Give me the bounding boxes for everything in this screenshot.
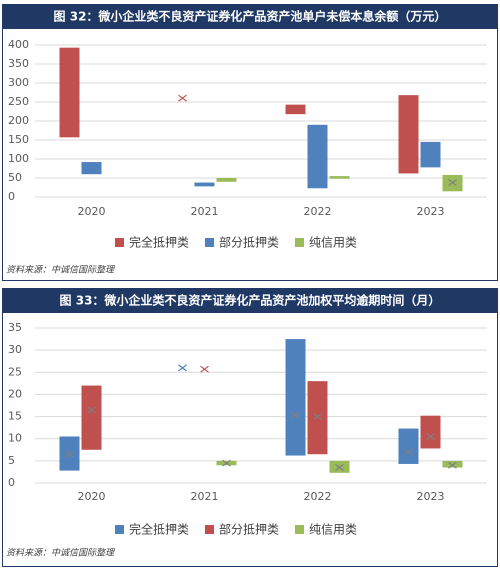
mean-stroke <box>335 464 344 471</box>
box <box>285 104 306 115</box>
y-tick-label: 350 <box>8 57 29 70</box>
x-tick-label: 2020 <box>78 490 106 503</box>
y-tick-label: 250 <box>8 95 29 108</box>
mean-stroke <box>222 459 231 467</box>
mean-marker <box>222 459 231 467</box>
y-tick-label: 0 <box>8 190 15 203</box>
legend-label: 纯信用类 <box>309 236 357 250</box>
y-tick-label: 10 <box>8 432 22 445</box>
y-tick-label: 300 <box>8 76 29 89</box>
legend-swatch <box>205 525 214 534</box>
mean-marker <box>291 411 300 419</box>
x-tick-label: 2021 <box>191 205 219 218</box>
mean-marker <box>335 464 344 471</box>
box <box>398 428 419 464</box>
mean-marker <box>448 179 457 187</box>
y-tick-label: 0 <box>8 476 15 489</box>
y-tick-label: 100 <box>8 152 29 165</box>
title-bar <box>3 289 497 313</box>
mean-stroke <box>65 450 74 458</box>
mean-marker <box>200 365 209 373</box>
chart-title: 图 32：微小企业类不良资产证券化产品资产池单户未偿本息余额（万元） <box>54 9 447 24</box>
mean-stroke <box>313 413 322 421</box>
mean-marker <box>65 450 74 458</box>
chart-title: 图 33：微小企业类不良资产证券化产品资产池加权平均逾期时间（月） <box>60 293 441 308</box>
legend-label: 部分抵押类 <box>219 235 279 250</box>
source-note: 资料来源：中诚信国际整理 <box>6 548 116 559</box>
mean-marker <box>178 364 187 372</box>
box <box>398 95 419 174</box>
legend-label: 部分抵押类 <box>219 522 279 537</box>
x-tick-label: 2021 <box>191 490 219 503</box>
panel-border <box>2 4 498 281</box>
mean-stroke <box>291 411 300 419</box>
mean-stroke <box>426 433 435 440</box>
source-note: 资料来源：中诚信国际整理 <box>6 265 116 276</box>
x-tick-label: 2022 <box>304 490 332 503</box>
y-tick-label: 25 <box>8 365 22 378</box>
mean-stroke <box>87 406 96 414</box>
box <box>329 176 350 179</box>
y-tick-label: 50 <box>8 171 22 184</box>
x-tick-label: 2022 <box>304 205 332 218</box>
y-tick-label: 200 <box>8 114 29 127</box>
legend-label: 完全抵押类 <box>129 522 189 537</box>
mean-marker <box>313 413 322 421</box>
box <box>194 182 215 187</box>
mean-marker <box>404 448 413 456</box>
panel-border <box>2 288 498 567</box>
legend-swatch <box>115 238 124 247</box>
box <box>285 339 306 456</box>
box <box>420 415 441 449</box>
x-tick-label: 2020 <box>78 205 106 218</box>
mean-stroke <box>200 365 209 373</box>
y-tick-label: 30 <box>8 343 22 356</box>
box <box>59 47 80 138</box>
mean-stroke <box>448 461 457 469</box>
box <box>81 385 102 450</box>
box <box>420 141 441 168</box>
y-tick-label: 400 <box>8 38 29 51</box>
legend-swatch <box>295 525 304 534</box>
legend-swatch <box>205 238 214 247</box>
legend-swatch <box>295 238 304 247</box>
y-tick-label: 35 <box>8 321 22 334</box>
mean-marker <box>87 406 96 414</box>
legend-label: 纯信用类 <box>309 523 357 537</box>
box <box>442 460 463 468</box>
mean-stroke <box>448 179 457 187</box>
box <box>216 178 237 182</box>
title-bar <box>3 5 497 29</box>
x-tick-label: 2023 <box>417 205 445 218</box>
box <box>307 381 328 455</box>
mean-stroke <box>178 364 187 372</box>
y-tick-label: 20 <box>8 387 22 400</box>
mean-stroke <box>178 94 187 102</box>
mean-marker <box>448 461 457 469</box>
y-tick-label: 5 <box>8 454 15 467</box>
box <box>307 124 328 189</box>
mean-marker <box>426 433 435 440</box>
box <box>81 162 102 175</box>
y-tick-label: 15 <box>8 410 22 423</box>
legend-swatch <box>115 525 124 534</box>
x-tick-label: 2023 <box>417 490 445 503</box>
legend-label: 完全抵押类 <box>129 235 189 250</box>
mean-stroke <box>404 448 413 456</box>
mean-marker <box>178 94 187 102</box>
y-tick-label: 150 <box>8 133 29 146</box>
